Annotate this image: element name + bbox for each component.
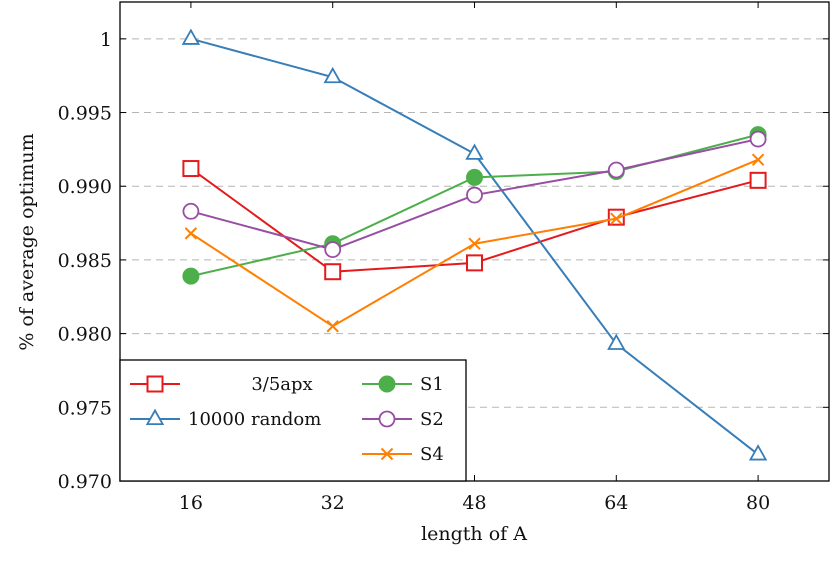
legend-box [119,359,467,482]
data-point [749,130,767,148]
data-point [182,202,200,220]
data-point [323,66,342,84]
data-point [184,227,198,240]
data-point [324,241,342,259]
data-point [748,444,768,461]
data-point [465,143,484,160]
legend-marker [380,447,394,461]
y-tick-label: 0.980 [58,324,112,346]
data-point [182,160,200,178]
data-point [751,153,765,166]
x-marker-stroke [326,320,339,333]
x-marker-stroke [751,153,765,166]
series-s2 [182,130,767,259]
legend-label: S4 [420,444,444,465]
data-point [610,212,623,225]
y-tick-label: 0.995 [58,103,112,125]
x-tick-label: 48 [462,492,486,514]
x-axis-label: length of A [421,523,527,545]
x-tick-label: 80 [746,492,770,514]
legend-item: 3/5apx [130,374,313,395]
data-point [468,237,481,250]
y-tick-label: 1 [100,29,112,51]
data-point [324,263,342,281]
y-tick-label: 0.970 [58,471,112,493]
axis-ticks: 0.970 0.975 0.980 0.985 0.990 0.995 1 16 32 48 64 8… [58,2,829,514]
legend-label: 3/5apx [251,374,312,395]
y-tick-label: 0.985 [58,250,112,272]
data-point [466,186,483,204]
series-10000-random [181,28,768,461]
data-point [181,28,201,45]
series-3-5apx [182,160,767,281]
legend-label: S1 [420,374,444,395]
x-marker-stroke [610,212,623,225]
legend-item: S2 [362,409,444,430]
data-point [182,267,200,285]
series-s4 [184,153,765,333]
y-tick-label: 0.975 [58,397,112,419]
legend-marker [145,408,165,426]
y-tick-label: 0.990 [58,176,112,198]
legend-marker [378,375,396,393]
legend-item: S4 [362,444,444,465]
x-tick-label: 32 [321,492,345,514]
x-tick-label: 16 [179,492,203,514]
data-point [607,208,625,226]
legend-marker [378,410,396,428]
data-point [607,333,626,350]
data-point [466,254,483,272]
legend-label: S2 [420,409,444,430]
data-point [326,320,339,333]
series-layer [181,28,768,461]
x-tick-label: 64 [604,492,628,514]
legend-item: 10000 random [130,408,321,430]
data-point [607,161,625,179]
legend: 3/5apx 10000 random S1 S2 S4 [119,359,467,482]
legend-marker [146,375,164,393]
data-point [466,168,483,186]
y-axis-label: % of average optimum [16,133,38,350]
legend-label: 10000 random [188,409,321,430]
data-point [749,171,767,189]
x-marker-stroke [468,237,481,250]
x-marker-stroke [380,447,394,461]
legend-item: S1 [362,374,444,395]
x-marker-stroke [184,227,198,240]
